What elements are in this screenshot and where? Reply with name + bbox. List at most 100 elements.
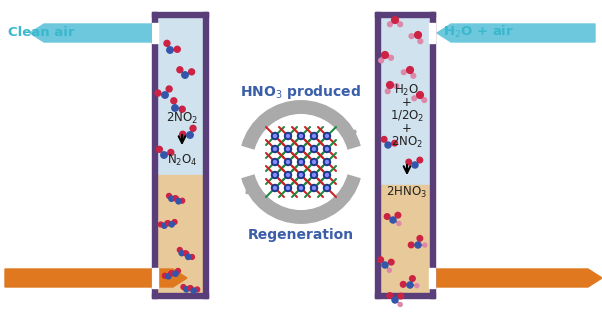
- Circle shape: [402, 70, 406, 75]
- Circle shape: [195, 287, 200, 292]
- Circle shape: [326, 187, 329, 189]
- Circle shape: [190, 125, 196, 131]
- Circle shape: [400, 281, 406, 287]
- Circle shape: [171, 98, 177, 104]
- Circle shape: [187, 286, 192, 290]
- Circle shape: [311, 184, 317, 192]
- Circle shape: [287, 173, 290, 177]
- Circle shape: [297, 145, 305, 153]
- Circle shape: [190, 255, 194, 259]
- Circle shape: [165, 221, 170, 226]
- Bar: [157, 175, 203, 293]
- Circle shape: [411, 73, 416, 78]
- Circle shape: [415, 242, 421, 248]
- Circle shape: [272, 145, 279, 153]
- Circle shape: [409, 276, 415, 281]
- Bar: [152, 293, 208, 298]
- Circle shape: [167, 193, 172, 198]
- Bar: [375, 12, 435, 17]
- Circle shape: [272, 133, 279, 139]
- Bar: [429, 268, 435, 288]
- Circle shape: [175, 46, 180, 52]
- FancyArrow shape: [30, 24, 152, 42]
- Circle shape: [392, 297, 398, 303]
- Circle shape: [297, 172, 305, 178]
- Text: +: +: [402, 123, 412, 135]
- Circle shape: [311, 133, 317, 139]
- Circle shape: [417, 92, 423, 98]
- Circle shape: [326, 134, 329, 138]
- Bar: [380, 17, 430, 293]
- Circle shape: [272, 184, 279, 192]
- Circle shape: [415, 32, 421, 38]
- Circle shape: [179, 251, 184, 256]
- Circle shape: [285, 172, 291, 178]
- Circle shape: [287, 134, 290, 138]
- Circle shape: [273, 160, 276, 163]
- Bar: [152, 12, 157, 298]
- Circle shape: [166, 86, 172, 92]
- Circle shape: [158, 222, 163, 227]
- Circle shape: [407, 282, 413, 288]
- Circle shape: [181, 285, 186, 290]
- Circle shape: [422, 98, 427, 102]
- Circle shape: [155, 90, 161, 96]
- Circle shape: [162, 92, 168, 98]
- Circle shape: [388, 259, 394, 265]
- Circle shape: [300, 187, 302, 189]
- Circle shape: [415, 284, 419, 288]
- Circle shape: [394, 84, 399, 89]
- Circle shape: [172, 220, 177, 224]
- Text: HNO$_3$ produced: HNO$_3$ produced: [240, 83, 362, 101]
- Circle shape: [179, 106, 185, 112]
- Circle shape: [285, 145, 291, 153]
- Circle shape: [300, 134, 302, 138]
- Circle shape: [398, 293, 403, 299]
- Circle shape: [406, 66, 414, 73]
- Circle shape: [297, 133, 305, 139]
- Circle shape: [287, 187, 290, 189]
- Circle shape: [382, 262, 388, 268]
- Circle shape: [323, 133, 330, 139]
- Circle shape: [176, 199, 181, 204]
- Circle shape: [187, 132, 193, 138]
- Text: Clean air: Clean air: [8, 26, 75, 38]
- Circle shape: [385, 89, 390, 94]
- Bar: [430, 12, 435, 298]
- Bar: [203, 12, 208, 298]
- Circle shape: [188, 286, 193, 291]
- Circle shape: [300, 173, 302, 177]
- Text: 1/2O$_2$: 1/2O$_2$: [390, 109, 424, 124]
- Circle shape: [273, 148, 276, 150]
- Text: H$_2$O + air: H$_2$O + air: [443, 24, 514, 40]
- Circle shape: [395, 212, 401, 218]
- Circle shape: [326, 160, 329, 163]
- Circle shape: [180, 131, 185, 137]
- Bar: [375, 293, 435, 298]
- Bar: [380, 17, 430, 185]
- Circle shape: [323, 145, 330, 153]
- Circle shape: [164, 40, 170, 46]
- Circle shape: [166, 221, 170, 226]
- Circle shape: [406, 159, 412, 165]
- Text: N$_2$O$_4$: N$_2$O$_4$: [167, 153, 197, 168]
- Circle shape: [326, 148, 329, 150]
- Circle shape: [191, 288, 196, 293]
- Circle shape: [169, 271, 174, 275]
- Circle shape: [162, 223, 167, 228]
- Text: NO$_2$ exhaust: NO$_2$ exhaust: [8, 271, 102, 287]
- Circle shape: [173, 271, 178, 276]
- Circle shape: [417, 157, 423, 163]
- Bar: [380, 185, 430, 293]
- Circle shape: [184, 287, 189, 292]
- Circle shape: [285, 184, 291, 192]
- Bar: [429, 23, 435, 43]
- Bar: [375, 12, 380, 298]
- Circle shape: [172, 105, 178, 111]
- Circle shape: [312, 187, 315, 189]
- FancyArrow shape: [437, 24, 595, 42]
- Circle shape: [169, 222, 175, 227]
- Circle shape: [389, 56, 393, 60]
- Circle shape: [177, 67, 183, 73]
- Circle shape: [297, 158, 305, 165]
